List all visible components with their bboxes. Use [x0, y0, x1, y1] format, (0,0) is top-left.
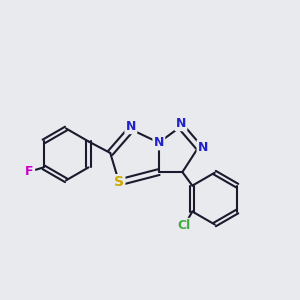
- Text: N: N: [176, 117, 186, 130]
- Text: S: S: [114, 176, 124, 189]
- Text: F: F: [25, 165, 34, 178]
- Text: Cl: Cl: [178, 219, 191, 232]
- Text: N: N: [154, 136, 164, 149]
- Text: N: N: [126, 120, 136, 133]
- Text: N: N: [198, 141, 208, 154]
